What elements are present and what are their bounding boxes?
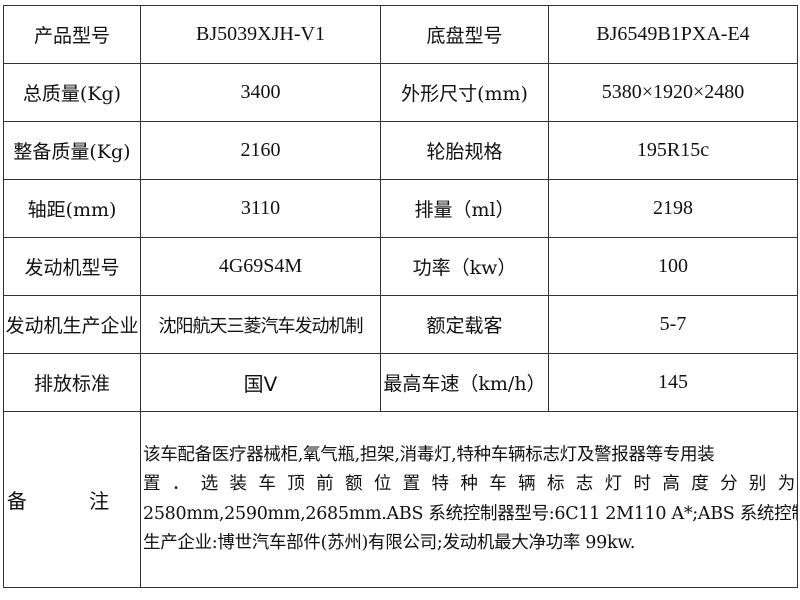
remarks-row: 备 注 该车配备医疗器械柜,氧气瓶,担架,消毒灯,特种车辆标志灯及警报器等专用装…: [3, 411, 798, 588]
spec-value: 2160: [140, 121, 381, 180]
remarks-label: 备 注: [3, 411, 141, 588]
spec-value: 国Ⅴ: [140, 353, 381, 412]
spec-value: 195R15c: [548, 121, 798, 180]
spec-label: 整备质量(Kg): [3, 121, 141, 180]
table-row: 轴距(mm) 3110 排量（ml） 2198: [3, 179, 798, 238]
spec-value: 145: [548, 353, 798, 412]
spec-label: 轮胎规格: [380, 121, 549, 180]
spec-label: 外形尺寸(mm): [380, 63, 549, 122]
spec-label: 轴距(mm): [3, 179, 141, 238]
spec-value: 3110: [140, 179, 381, 238]
spec-label: 发动机生产企业: [3, 295, 141, 354]
table-row: 总质量(Kg) 3400 外形尺寸(mm) 5380×1920×2480: [3, 63, 798, 122]
remarks-line: 2580mm,2590mm,2685mm.ABS 系统控制器型号:6C11 2M…: [143, 503, 798, 524]
remarks-line: 该车配备医疗器械柜,氧气瓶,担架,消毒灯,特种车辆标志灯及警报器等专用装: [143, 444, 715, 465]
spec-value: 100: [548, 237, 798, 296]
spec-value: 3400: [140, 63, 381, 122]
spec-label: 排放标准: [3, 353, 141, 412]
spec-label: 发动机型号: [3, 237, 141, 296]
spec-label: 功率（kw）: [380, 237, 549, 296]
table-row: 排放标准 国Ⅴ 最高车速（km/h） 145: [3, 353, 798, 412]
table-row: 产品型号 BJ5039XJH-V1 底盘型号 BJ6549B1PXA-E4: [3, 5, 798, 64]
table-row: 整备质量(Kg) 2160 轮胎规格 195R15c: [3, 121, 798, 180]
spec-label: 产品型号: [3, 5, 141, 64]
spec-value: 5380×1920×2480: [548, 63, 798, 122]
table-row: 发动机型号 4G69S4M 功率（kw） 100: [3, 237, 798, 296]
remarks-text: 该车配备医疗器械柜,氧气瓶,担架,消毒灯,特种车辆标志灯及警报器等专用装 置．选…: [140, 411, 798, 588]
remarks-line: 置．选装车顶前额位置特种车辆标志灯时高度分别为: [143, 474, 795, 494]
spec-label: 底盘型号: [380, 5, 549, 64]
spec-value: 5-7: [548, 295, 798, 354]
spec-label: 最高车速（km/h）: [380, 353, 549, 412]
spec-label: 总质量(Kg): [3, 63, 141, 122]
spec-value: BJ6549B1PXA-E4: [548, 5, 798, 64]
remarks-line: 生产企业:博世汽车部件(苏州)有限公司;发动机最大净功率 99kw.: [143, 533, 636, 553]
spec-value: 4G69S4M: [140, 237, 381, 296]
table-row: 发动机生产企业 沈阳航天三菱汽车发动机制 额定载客 5-7: [3, 295, 798, 354]
spec-value: 沈阳航天三菱汽车发动机制: [140, 295, 381, 354]
spec-value: 2198: [548, 179, 798, 238]
spec-value: BJ5039XJH-V1: [140, 5, 381, 64]
spec-label: 排量（ml）: [380, 179, 549, 238]
vehicle-spec-table: 产品型号 BJ5039XJH-V1 底盘型号 BJ6549B1PXA-E4 总质量(Kg…: [3, 5, 798, 588]
spec-label: 额定载客: [380, 295, 549, 354]
